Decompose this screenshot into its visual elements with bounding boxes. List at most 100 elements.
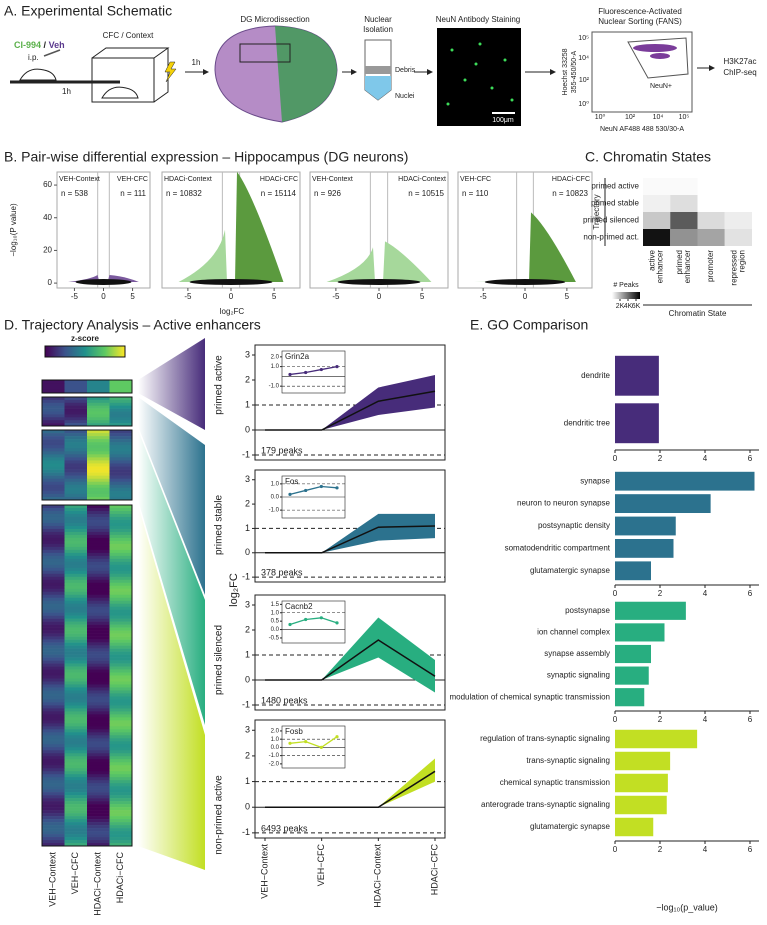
heatmap-stripe	[64, 442, 88, 446]
x-tick-label: 0	[377, 292, 382, 301]
heatmap-stripe	[64, 843, 88, 847]
heatmap-stripe	[87, 490, 110, 495]
y-tick-label: 2	[245, 374, 250, 384]
heatmap-stripe	[109, 744, 133, 748]
shock-icon	[164, 61, 177, 83]
heatmap-stripe	[87, 801, 110, 805]
heatmap-stripe	[87, 442, 110, 446]
inset-point	[304, 370, 308, 375]
fans-tick: 10⁴	[653, 114, 664, 121]
heatmap-stripe	[42, 669, 65, 673]
heatmap-stripe	[109, 840, 133, 844]
heatmap-stripe	[64, 496, 88, 501]
heatmap-stripe	[64, 750, 88, 754]
heatmap-stripe	[87, 651, 110, 655]
heatmap-cell	[643, 178, 671, 195]
heatmap-stripe	[42, 537, 65, 542]
heatmap-stripe	[87, 648, 110, 652]
heatmap-stripe	[109, 594, 133, 599]
x-tick-label: VEH−CFC	[316, 844, 326, 887]
y-tick-label: 3	[245, 599, 250, 609]
inset-point	[304, 488, 308, 493]
count-label: n = 538	[61, 189, 88, 198]
heatmap-stripe	[42, 457, 65, 461]
y-tick-label: 1	[245, 523, 250, 533]
fans-tick: 10²	[579, 77, 590, 84]
heatmap-stripe	[64, 478, 88, 483]
heatmap-stripe	[109, 831, 133, 835]
heatmap-stripe	[109, 582, 133, 587]
heatmap-stripe	[87, 729, 110, 733]
heatmap-stripe	[64, 600, 88, 605]
heatmap-stripe	[64, 558, 88, 563]
y-tick-label: 1	[245, 649, 250, 659]
heatmap-stripe	[42, 732, 65, 736]
inset-tick-label: 0.0	[271, 495, 280, 501]
y-tick-label: 60	[43, 180, 52, 189]
heatmap-stripe	[42, 735, 65, 739]
heatmap-stripe	[42, 582, 65, 587]
heatmap-cell	[697, 195, 725, 212]
heatmap-stripe	[64, 430, 88, 434]
heatmap-stripe	[42, 451, 65, 455]
heatmap-stripe	[64, 510, 88, 515]
heatmap-stripe	[109, 663, 133, 667]
heatmap-stripe	[42, 534, 65, 539]
heatmap-stripe	[109, 657, 133, 661]
bar	[615, 751, 671, 771]
bar-label: glutamatergic synapse	[530, 822, 611, 831]
heatmap-stripe	[87, 633, 110, 637]
heatmap-stripe	[64, 765, 88, 769]
heatmap-stripe	[64, 663, 88, 667]
inset-tick-label: -0.5	[269, 636, 280, 642]
plot-frame	[254, 344, 446, 461]
heatmap-stripe	[109, 648, 133, 652]
y-tick-label: -1	[242, 572, 250, 582]
heatmap-stripe	[109, 696, 133, 700]
gene-label: Fos	[285, 477, 298, 486]
heatmap-stripe	[64, 493, 88, 498]
heatmap-stripe	[87, 537, 110, 542]
step-label: DG Microdissection	[240, 15, 309, 24]
y-tick-label: 0	[245, 802, 250, 812]
heatmap-stripe	[64, 445, 88, 449]
heatmap-stripe	[64, 678, 88, 682]
heatmap-stripe	[64, 681, 88, 685]
heatmap-stripe	[87, 600, 110, 605]
inset-point	[335, 365, 339, 369]
heatmap-stripe	[64, 672, 88, 676]
heatmap-stripe	[42, 531, 65, 536]
heatmap-stripe	[87, 469, 110, 473]
heatmap-stripe	[64, 439, 88, 443]
heatmap-stripe	[42, 738, 65, 742]
heatmap-stripe	[109, 642, 133, 646]
heatmap-stripe	[87, 621, 110, 625]
heatmap-stripe	[87, 636, 110, 640]
heatmap-stripe	[64, 720, 88, 724]
y-tick-label: 2	[245, 624, 250, 634]
colorbar	[44, 345, 126, 358]
heatmap-stripe	[109, 552, 133, 557]
heatmap-stripe	[109, 630, 133, 634]
heatmap-stripe	[42, 380, 65, 384]
inset-point	[319, 745, 323, 750]
heatmap-stripe	[109, 540, 133, 545]
confidence-band	[265, 513, 435, 553]
heatmap-stripe	[42, 507, 65, 512]
bar	[615, 516, 676, 536]
bar	[615, 795, 667, 815]
mean-line	[265, 390, 436, 431]
heatmap-stripe	[42, 702, 65, 706]
heatmap-stripe	[42, 591, 65, 596]
heatmap-stripe	[64, 789, 88, 793]
heatmap-stripe	[42, 798, 65, 802]
x-tick-label: 2	[658, 715, 663, 724]
heatmap-stripe	[42, 750, 65, 754]
heatmap-stripe	[64, 469, 88, 473]
heatmap-stripe	[64, 564, 88, 569]
x-tick-label: 4	[703, 715, 708, 724]
heatmap-stripe	[109, 466, 133, 470]
heatmap-stripe	[109, 750, 133, 754]
heatmap-stripe	[42, 837, 65, 841]
